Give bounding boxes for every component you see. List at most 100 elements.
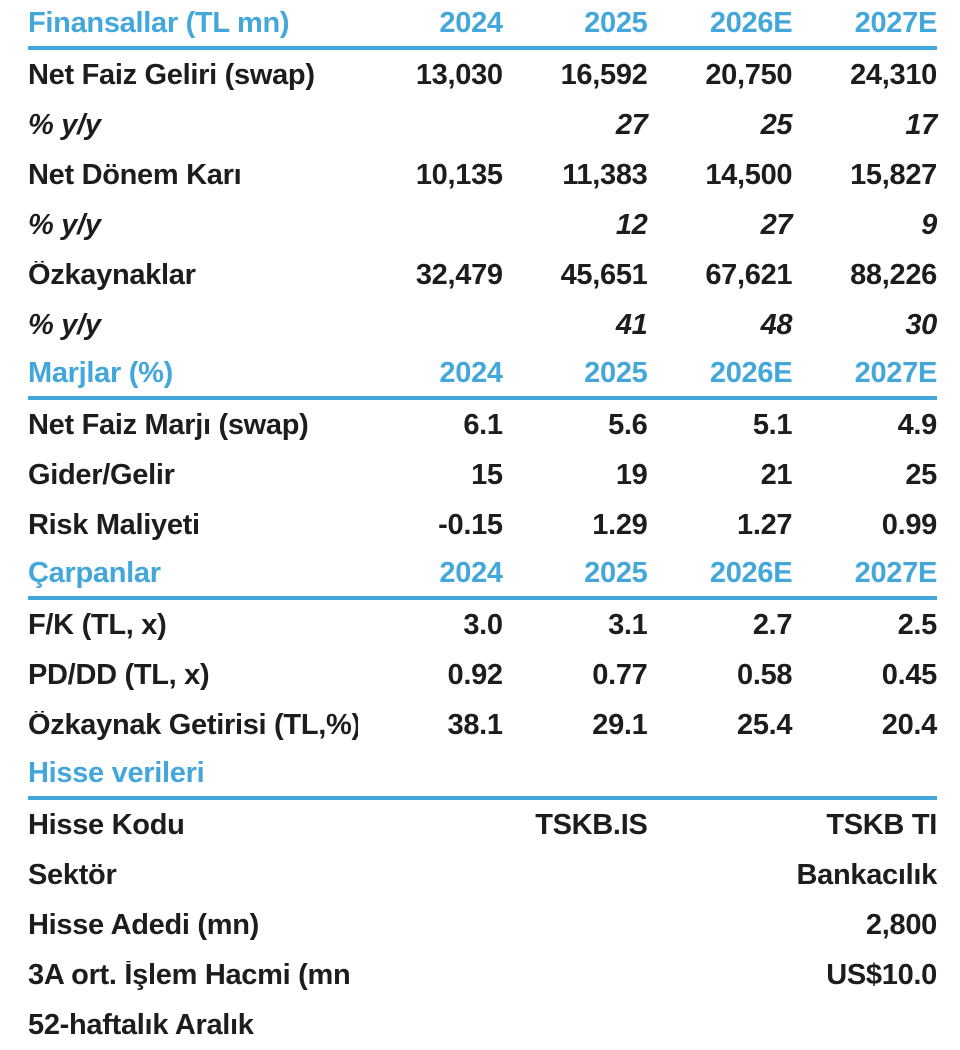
table-cell: 25 — [760, 108, 793, 141]
table-cell: 1.29 — [592, 508, 648, 541]
table-row: Özkaynak Getirisi (TL,%) 38.1 29.1 25.4 … — [28, 700, 937, 750]
table-cell: 0.99 — [881, 508, 938, 541]
row-label: Hisse Adedi (mn) — [28, 910, 259, 940]
column-header-2024: 2024 — [439, 556, 503, 589]
table-cell: 32,479 — [415, 258, 503, 291]
column-header-2024: 2024 — [439, 6, 503, 39]
column-header-2026e: 2026E — [709, 6, 793, 39]
table-row-yoy: % y/y 27 25 17 — [28, 100, 937, 150]
row-label: F/K (TL, x) — [28, 610, 167, 640]
table-cell: 45,651 — [560, 258, 648, 291]
table-cell: 38.1 — [447, 708, 504, 741]
row-label: % y/y — [28, 210, 101, 240]
table-cell: 41 — [615, 308, 648, 341]
table-cell: 11,383 — [562, 158, 648, 191]
table-row: 52-haftalık Aralık — [28, 1000, 937, 1050]
table-cell: 67,621 — [705, 258, 793, 291]
table-row: Sektör Bankacılık — [28, 850, 937, 900]
table-cell: 2.7 — [752, 608, 793, 641]
column-header-2025: 2025 — [584, 556, 648, 589]
table-cell: 12 — [615, 208, 648, 241]
table-cell: 5.6 — [608, 408, 648, 441]
section-title: Finansallar (TL mn) — [28, 8, 290, 38]
section-title: Hisse verileri — [28, 758, 205, 788]
table-cell: 15,827 — [850, 158, 937, 191]
table-cell: 16,592 — [560, 58, 648, 91]
column-header-2027e: 2027E — [854, 6, 938, 39]
table-cell: -0.15 — [438, 508, 503, 541]
row-label: Net Dönem Karı — [28, 160, 242, 190]
table-row-yoy: % y/y 41 48 30 — [28, 300, 937, 350]
table-cell: 6.1 — [463, 408, 503, 441]
table-row: Gider/Gelir 15 19 21 25 — [28, 450, 937, 500]
table-cell: 0.92 — [447, 658, 504, 691]
section-header-carpanlar: Çarpanlar 2024 2025 2026E 2027E — [28, 550, 937, 600]
row-label: Net Faiz Marjı (swap) — [28, 410, 309, 440]
column-header-2025: 2025 — [584, 356, 648, 389]
section-header-hisse-verileri: Hisse verileri — [28, 750, 937, 800]
table-cell: 13,030 — [415, 58, 503, 91]
section-title: Çarpanlar — [28, 558, 161, 588]
table-row: 3A ort. İşlem Hacmi (mn US$10.0 — [28, 950, 937, 1000]
table-cell: 25 — [905, 458, 937, 491]
table-row: PD/DD (TL, x) 0.92 0.77 0.58 0.45 — [28, 650, 937, 700]
table-cell: TSKB TI — [826, 808, 937, 841]
section-title: Marjlar (%) — [28, 358, 173, 388]
row-label: % y/y — [28, 310, 101, 340]
row-label: Sektör — [28, 860, 117, 890]
table-cell: 27 — [760, 208, 793, 241]
table-cell: 24,310 — [850, 58, 937, 91]
table-cell: 4.9 — [897, 408, 938, 441]
column-header-2024: 2024 — [439, 356, 503, 389]
table-cell: 27 — [615, 108, 648, 141]
table-cell: 15 — [471, 458, 503, 491]
column-header-2027e: 2027E — [854, 356, 938, 389]
table-cell: 48 — [760, 308, 793, 341]
table-cell: 21 — [760, 458, 793, 491]
table-cell: 2,800 — [865, 908, 937, 941]
row-label: 52-haftalık Aralık — [28, 1010, 254, 1040]
section-header-finansallar: Finansallar (TL mn) 2024 2025 2026E 2027… — [28, 0, 937, 50]
table-cell: 3.0 — [463, 608, 503, 641]
column-header-2025: 2025 — [584, 6, 648, 39]
table-row: F/K (TL, x) 3.0 3.1 2.7 2.5 — [28, 600, 937, 650]
table-cell: 3.1 — [608, 608, 648, 641]
table-cell: 14,500 — [705, 158, 793, 191]
table-cell: 5.1 — [752, 408, 793, 441]
column-header-2026e: 2026E — [709, 556, 793, 589]
table-cell: 10,135 — [415, 158, 503, 191]
table-cell: Bankacılık — [796, 858, 938, 891]
table-row-yoy: % y/y 12 27 9 — [28, 200, 937, 250]
table-cell: 17 — [905, 108, 937, 141]
table-row: Net Faiz Geliri (swap) 13,030 16,592 20,… — [28, 50, 937, 100]
row-label: Hisse Kodu — [28, 810, 185, 840]
table-row: Özkaynaklar 32,479 45,651 67,621 88,226 — [28, 250, 937, 300]
table-cell: 20,750 — [705, 58, 793, 91]
table-cell: TSKB.IS — [535, 808, 648, 841]
table-row: Net Faiz Marjı (swap) 6.1 5.6 5.1 4.9 — [28, 400, 937, 450]
row-label: Risk Maliyeti — [28, 510, 200, 540]
table-cell: 0.77 — [592, 658, 648, 691]
table-cell: 20.4 — [881, 708, 938, 741]
column-header-2027e: 2027E — [854, 556, 938, 589]
table-cell: 9 — [921, 208, 937, 241]
table-row: Hisse Adedi (mn) 2,800 — [28, 900, 937, 950]
column-header-2026e: 2026E — [709, 356, 793, 389]
table-cell: 0.58 — [737, 658, 793, 691]
table-row: Net Dönem Karı 10,135 11,383 14,500 15,8… — [28, 150, 937, 200]
table-cell: 2.5 — [897, 608, 938, 641]
table-cell: 25.4 — [737, 708, 793, 741]
section-header-marjlar: Marjlar (%) 2024 2025 2026E 2027E — [28, 350, 937, 400]
table-row: Hisse Kodu TSKB.IS TSKB TI — [28, 800, 937, 850]
table-cell: 30 — [905, 308, 937, 341]
row-label: Özkaynak Getirisi (TL,%) — [28, 710, 358, 740]
row-label: Net Faiz Geliri (swap) — [28, 60, 315, 90]
table-cell: 0.45 — [881, 658, 938, 691]
row-label: 3A ort. İşlem Hacmi (mn — [28, 960, 351, 990]
table-cell: 29.1 — [592, 708, 648, 741]
row-label: Gider/Gelir — [28, 460, 175, 490]
table-cell: US$10.0 — [826, 958, 937, 991]
row-label: % y/y — [28, 110, 101, 140]
table-row: Risk Maliyeti -0.15 1.29 1.27 0.99 — [28, 500, 937, 550]
